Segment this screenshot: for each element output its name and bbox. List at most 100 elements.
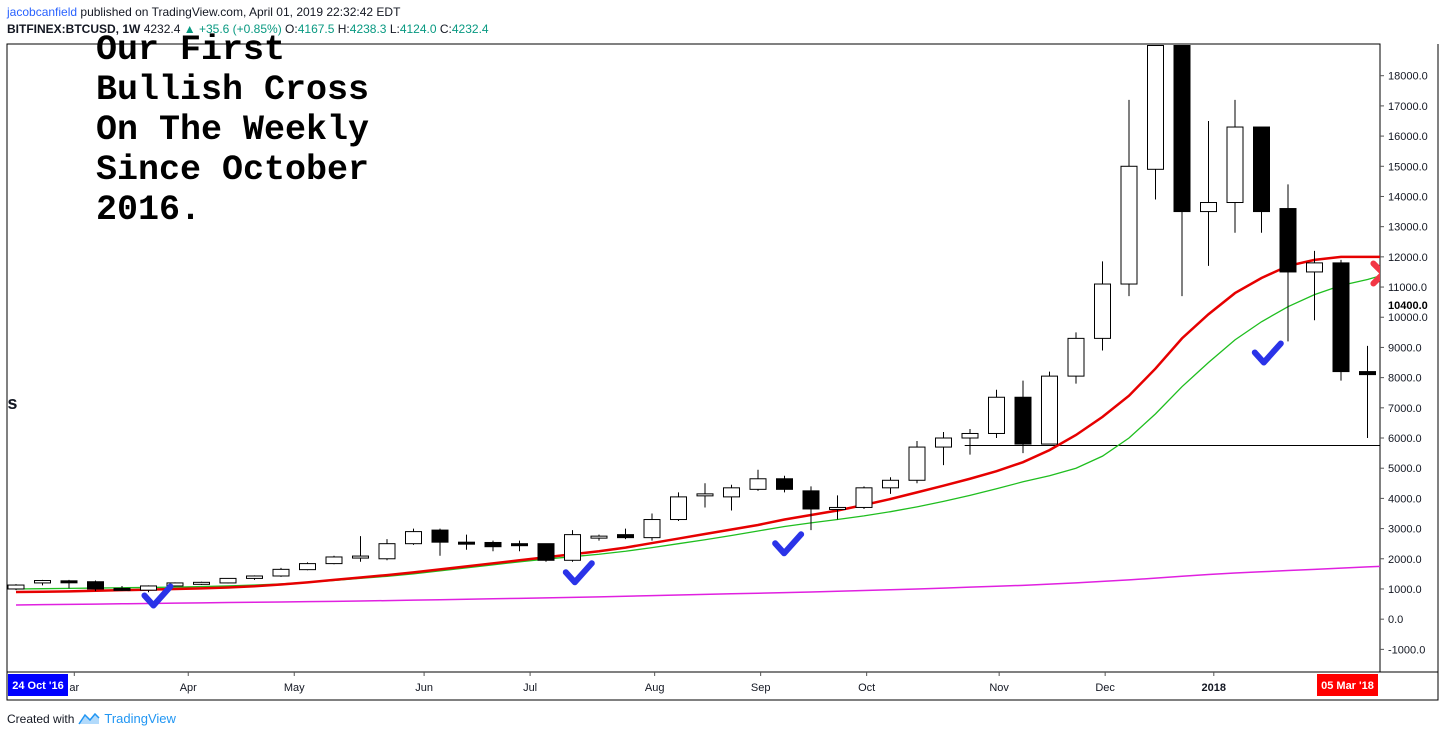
- candle: [1279, 184, 1297, 342]
- x-tick-label: Dec: [1095, 682, 1115, 694]
- y-tick-label: 14000.0: [1388, 191, 1428, 203]
- y-tick-label: 17000.0: [1388, 101, 1428, 113]
- close-label: C:: [439, 22, 452, 36]
- candle-body: [1147, 45, 1164, 170]
- candle: [749, 469, 767, 491]
- candle-body: [1306, 262, 1323, 273]
- candle-body: [1253, 126, 1270, 213]
- candle-body: [1014, 396, 1032, 445]
- candle-body: [617, 534, 634, 539]
- candle: [34, 579, 51, 586]
- candle-body: [1094, 283, 1111, 339]
- candle-body: [458, 541, 475, 545]
- x-tick-label: Sep: [751, 682, 771, 694]
- candle-body: [166, 582, 184, 587]
- candle-body: [696, 493, 714, 497]
- close-value: 4232.4: [451, 22, 489, 36]
- candle: [1200, 120, 1217, 266]
- candle: [776, 475, 793, 493]
- candle: [431, 528, 449, 556]
- candle: [166, 582, 184, 587]
- candle: [617, 528, 634, 540]
- candle-body: [537, 543, 555, 561]
- candle-body: [246, 575, 263, 579]
- candle: [219, 577, 237, 584]
- candle-body: [113, 587, 131, 591]
- candle-body: [908, 446, 926, 481]
- x-tick-label: Apr: [180, 682, 197, 694]
- edge-text: s: [7, 395, 18, 415]
- candle-body: [670, 496, 687, 521]
- tradingview-logo-icon: [78, 712, 100, 724]
- candle: [113, 585, 131, 591]
- x-tick-label: 2018: [1202, 682, 1226, 694]
- tradingview-brand[interactable]: TradingView: [104, 711, 176, 726]
- y-tick-label: 13000.0: [1388, 222, 1428, 234]
- candle: [378, 539, 396, 561]
- x-tick-label: Oct: [858, 682, 875, 694]
- candle-body: [1359, 371, 1376, 376]
- candle-body: [325, 556, 343, 565]
- y-tick-label: 15000.0: [1388, 161, 1428, 173]
- candle: [1306, 250, 1323, 321]
- candle: [802, 486, 820, 531]
- candle: [511, 540, 528, 552]
- candle-body: [1332, 262, 1350, 373]
- x-tick-label: May: [284, 682, 305, 694]
- last-price: 4232.4: [143, 22, 181, 36]
- candle: [352, 536, 369, 562]
- end-date-badge: [1317, 674, 1378, 696]
- y-tick-label: 5000.0: [1388, 463, 1422, 475]
- candle-body: [988, 396, 1005, 434]
- publish-info: jacobcanfield published on TradingView.c…: [7, 5, 400, 19]
- created-with-label: Created with: [7, 711, 75, 726]
- candle: [988, 389, 1005, 439]
- candle-body: [352, 555, 369, 559]
- candle-body: [405, 531, 422, 545]
- symbol-label: BITFINEX:BTCUSD, 1W: [7, 22, 141, 36]
- last-price-badge: [1382, 297, 1436, 314]
- candle-body: [749, 478, 767, 490]
- y-tick-label: 4000.0: [1388, 493, 1422, 505]
- candle-body: [643, 519, 661, 539]
- author-link[interactable]: jacobcanfield: [7, 5, 78, 19]
- y-tick-label: 10000.0: [1388, 312, 1428, 324]
- candle: [7, 584, 25, 591]
- candle: [1173, 45, 1191, 297]
- candle-body: [855, 487, 873, 508]
- candle-body: [1120, 165, 1138, 285]
- candle-body: [7, 584, 25, 590]
- candle: [140, 585, 157, 593]
- candle: [1253, 126, 1270, 233]
- candle: [961, 428, 979, 455]
- candle: [1094, 261, 1111, 351]
- candle-body: [1173, 45, 1191, 213]
- plot-area: [7, 45, 1380, 609]
- y-tick-label: 2000.0: [1388, 554, 1422, 566]
- high-label: H:: [337, 22, 350, 36]
- y-tick-label: 8000.0: [1388, 373, 1422, 385]
- candle: [484, 540, 502, 552]
- candle: [564, 530, 581, 562]
- candle-body: [776, 478, 793, 490]
- candle: [855, 486, 873, 509]
- candle-body: [484, 541, 502, 548]
- price-change: +35.6 (+0.85%): [198, 22, 282, 36]
- candle: [1067, 332, 1085, 384]
- candle: [935, 431, 952, 466]
- y-tick-label: 18000.0: [1388, 71, 1428, 83]
- candle: [1014, 380, 1032, 454]
- candle: [1332, 259, 1350, 381]
- end-date-label: 05 Mar '18: [1321, 680, 1374, 692]
- publish-date: published on TradingView.com, April 01, …: [80, 5, 401, 19]
- checkmark-icon: [772, 531, 805, 557]
- candle-body: [193, 581, 210, 585]
- candle-body: [511, 543, 528, 547]
- candle: [723, 484, 740, 511]
- candle-body: [590, 535, 608, 539]
- y-tick-label: 3000.0: [1388, 524, 1422, 536]
- y-tick-label: 6000.0: [1388, 433, 1422, 445]
- symbol-info: BITFINEX:BTCUSD, 1W 4232.4 ▲ +35.6 (+0.8…: [7, 22, 489, 36]
- candle-body: [723, 487, 740, 498]
